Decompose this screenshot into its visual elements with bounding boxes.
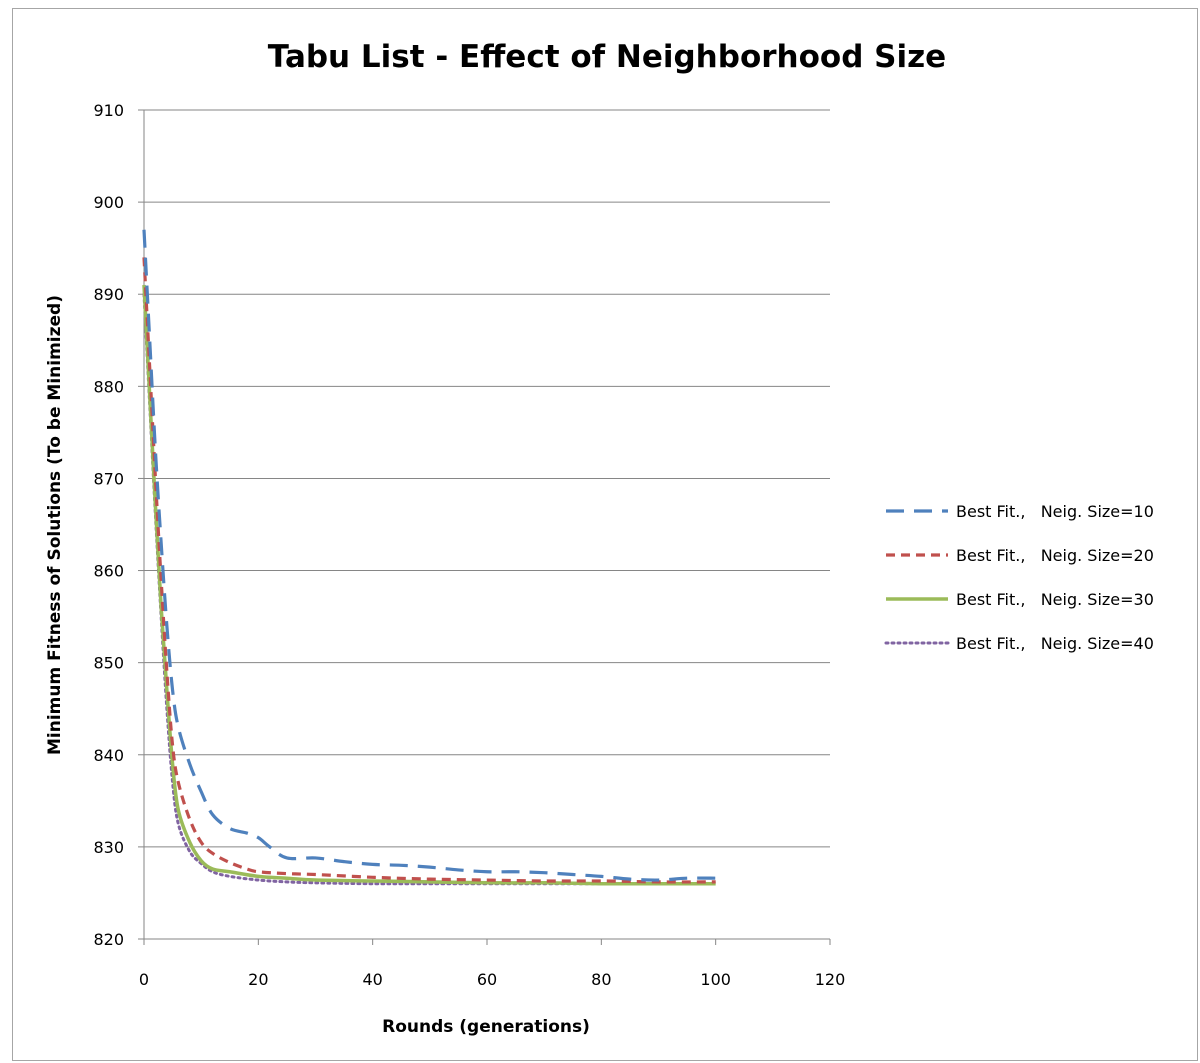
- x-tick-label: 100: [700, 970, 731, 989]
- x-axis-title: Rounds (generations): [382, 1017, 590, 1037]
- x-tick-label: 120: [815, 970, 846, 989]
- y-tick-label: 830: [93, 838, 124, 857]
- y-tick-label: 890: [93, 285, 124, 304]
- y-tick-label: 850: [93, 654, 124, 673]
- legend-label-1: Best Fit., Neig. Size=10: [956, 502, 1154, 521]
- x-tick-label: 40: [362, 970, 382, 989]
- axes: [138, 109, 831, 945]
- y-tick-label: 820: [93, 930, 124, 949]
- y-tick-label: 870: [93, 469, 124, 488]
- x-tick-label: 20: [248, 970, 268, 989]
- series-line-4: [142, 292, 718, 886]
- x-tick-label: 60: [477, 970, 497, 989]
- legend-label-4: Best Fit., Neig. Size=40: [956, 634, 1154, 653]
- series-line-3: [142, 284, 716, 886]
- x-tick-label: 80: [591, 970, 611, 989]
- x-tick-label: 0: [139, 970, 149, 989]
- y-tick-label: 910: [93, 101, 124, 120]
- legend-label-2: Best Fit., Neig. Size=20: [956, 546, 1154, 565]
- y-tick-labels: 820 830 840 850 860 870 880 890 900 910: [93, 101, 124, 949]
- legend-label-3: Best Fit., Neig. Size=30: [956, 590, 1154, 609]
- x-tick-labels: 0 20 40 60 80 100 120: [139, 970, 845, 989]
- y-tick-label: 880: [93, 377, 124, 396]
- chart-area: [12, 8, 1198, 1061]
- y-axis-title: Minimum Fitness of Solutions (To be Mini…: [45, 295, 65, 755]
- y-tick-label: 840: [93, 746, 124, 765]
- plot-series: [142, 229, 718, 886]
- chart-title: Tabu List - Effect of Neighborhood Size: [268, 39, 946, 75]
- legend: Best Fit., Neig. Size=10 Best Fit., Neig.…: [884, 502, 1154, 653]
- y-tick-label: 900: [93, 193, 124, 212]
- y-tick-label: 860: [93, 562, 124, 581]
- series-line-1: [142, 229, 716, 882]
- series-line-2: [142, 257, 716, 884]
- gridlines: [144, 109, 830, 848]
